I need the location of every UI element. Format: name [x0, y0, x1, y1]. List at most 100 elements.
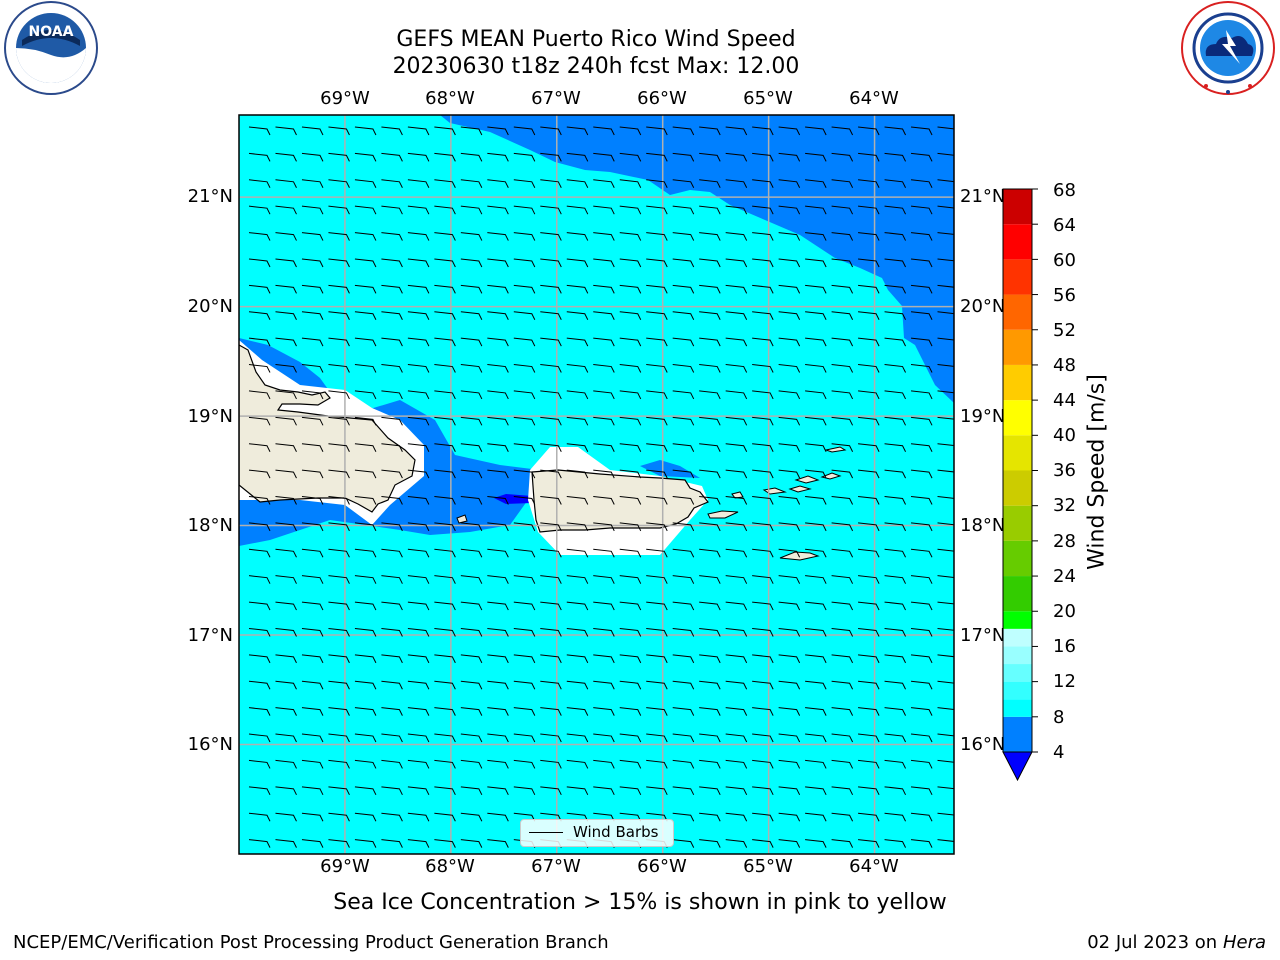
wind-barb — [937, 601, 954, 605]
wind-barb — [275, 601, 297, 611]
wind-barb — [619, 126, 642, 136]
wind-barb — [884, 654, 907, 664]
wind-barb — [487, 548, 509, 558]
wind-barb — [593, 258, 615, 268]
wind-barb — [487, 707, 509, 716]
wind-barb — [434, 522, 456, 532]
colorbar-segment — [1003, 189, 1032, 225]
wind-barb — [672, 575, 695, 584]
wind-barb — [354, 759, 377, 769]
wind-barb — [672, 680, 695, 690]
wind-barb — [540, 364, 562, 373]
wind-barb — [248, 469, 271, 479]
wind-barb — [513, 733, 536, 743]
wind-barb — [884, 575, 907, 584]
wind-barb — [699, 443, 721, 452]
wind-barb — [778, 469, 801, 479]
wind-barb — [354, 126, 377, 136]
wind-barb — [301, 707, 324, 716]
wind-barb — [646, 759, 668, 769]
wind-barb — [778, 284, 801, 294]
wind-barb — [910, 548, 933, 558]
wind-barb — [275, 469, 297, 479]
wind-barb — [540, 680, 562, 690]
wind-barb — [460, 522, 483, 532]
wind-barb — [858, 707, 880, 716]
wind-barb — [910, 575, 933, 584]
wind-barb — [328, 496, 350, 505]
wind-barb — [619, 390, 642, 400]
wind-barb — [248, 786, 271, 796]
wind-barb — [301, 390, 324, 400]
wind-barb — [328, 179, 350, 189]
wind-barb — [328, 126, 350, 136]
wind-barb — [275, 522, 297, 532]
wind-barb — [725, 232, 748, 241]
wind-barb — [487, 284, 509, 294]
wind-barb — [460, 126, 483, 136]
wind-barb — [646, 548, 668, 558]
wind-barb — [487, 601, 509, 611]
wind-barb — [301, 627, 324, 637]
wind-barb — [328, 311, 350, 320]
wind-barb — [619, 522, 642, 532]
wind-barb — [858, 812, 880, 822]
wind-barb — [699, 733, 721, 743]
wind-barb — [672, 337, 695, 347]
wind-barb — [619, 179, 642, 189]
wind-barb — [937, 575, 954, 579]
wind-barb — [937, 496, 954, 499]
wind-barb — [434, 152, 456, 162]
wind-barb — [752, 812, 774, 822]
wind-barb — [752, 258, 774, 268]
wind-barb — [434, 680, 456, 690]
wind-barb — [460, 364, 483, 373]
wind-barb — [778, 496, 801, 505]
wind-barb — [646, 733, 668, 743]
wind-barb — [699, 839, 721, 848]
wind-barb — [646, 522, 668, 532]
wind-barb — [434, 205, 456, 215]
wind-barb — [910, 601, 933, 611]
wind-barb — [275, 258, 297, 268]
wind-barb — [646, 232, 668, 241]
wind-barb — [752, 733, 774, 743]
wind-barb — [858, 759, 880, 769]
wind-barb — [699, 337, 721, 347]
wind-barb — [434, 575, 456, 584]
wind-barb — [672, 205, 695, 215]
wind-barb — [725, 496, 748, 505]
wind-barb — [301, 601, 324, 611]
wind-barb — [460, 839, 483, 848]
wind-barb — [328, 390, 350, 400]
wind-barb — [275, 707, 297, 716]
wind-barb — [354, 601, 377, 611]
wind-barb — [301, 443, 324, 452]
wind-barb — [487, 364, 509, 373]
wind-barb — [646, 337, 668, 347]
wind-barb — [460, 337, 483, 347]
wind-barb — [910, 337, 933, 347]
wind-barb — [460, 311, 483, 320]
wind-barb — [619, 733, 642, 743]
wind-barb — [937, 179, 954, 183]
wind-barb — [672, 152, 695, 162]
wind-barb — [884, 839, 907, 848]
wind-barb — [328, 759, 350, 769]
wind-barb — [884, 733, 907, 743]
wind-barb — [831, 205, 854, 215]
wind-barb — [301, 258, 324, 268]
wind-barb — [752, 707, 774, 716]
wind-barb — [725, 707, 748, 716]
wind-barb — [752, 627, 774, 637]
wind-barb — [725, 733, 748, 743]
wind-barb — [910, 364, 933, 373]
wind-barb — [275, 179, 297, 189]
wind-barb — [407, 311, 430, 320]
wind-barb — [858, 548, 880, 558]
wind-barb — [407, 548, 430, 558]
wind-barb — [593, 364, 615, 373]
wind-barb — [937, 786, 954, 790]
wind-barb — [487, 390, 509, 400]
chart-subtitle: 20230630 t18z 240h fcst Max: 12.00 — [392, 54, 800, 79]
